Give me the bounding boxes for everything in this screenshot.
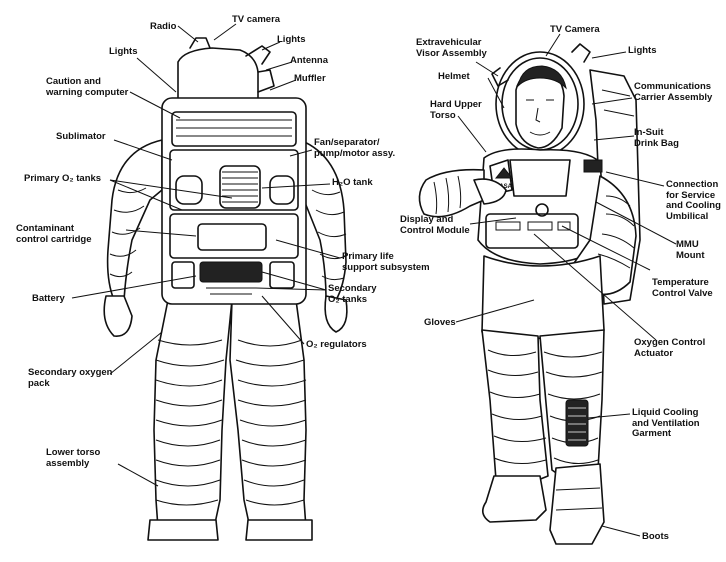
label-boots: Boots [642, 531, 669, 542]
label-fan-separator: Fan/separator/ pump/motor assy. [314, 137, 396, 159]
label-connection-umbilical: Connection for Service and Cooling Umbil… [666, 179, 721, 222]
label-oxygen-control-actuator: Oxygen Control Actuator [634, 337, 706, 359]
front-left-boot [549, 463, 605, 545]
label-temperature-control: Temperature Control Valve [652, 277, 713, 299]
rear-right-arm [299, 139, 347, 301]
label-helmet: Helmet [438, 71, 470, 82]
label-extravehicular-visor: Extravehicular Visor Assembly [416, 37, 487, 59]
front-right-boot [482, 475, 547, 523]
label-tv-camera: TV camera [232, 14, 281, 25]
label-mmu-mount: MMU Mount [676, 239, 705, 261]
label-muffler: Muffler [294, 73, 326, 84]
front-right-leg [481, 329, 549, 485]
rear-right-leg [229, 299, 307, 529]
front-view-leaders [455, 33, 677, 537]
rear-left-leg [153, 299, 233, 529]
label-sublimator: Sublimator [56, 131, 106, 142]
label-lights-right: Lights [277, 34, 306, 45]
label-lights-front: Lights [628, 45, 657, 56]
front-view-figure: NASA [418, 43, 641, 545]
label-battery: Battery [32, 293, 65, 304]
label-radio: Radio [150, 21, 177, 32]
rear-view-figure [103, 37, 348, 541]
label-secondary-oxygen-pack: Secondary oxygen pack [28, 367, 113, 389]
label-h2o-tank: H₂O tank [332, 177, 373, 188]
label-lower-torso: Lower torso assembly [46, 447, 101, 469]
label-contaminant-cartridge: Contaminant control cartridge [16, 223, 92, 245]
rear-left-arm [106, 139, 163, 301]
label-tv-camera-front: TV Camera [550, 24, 600, 35]
label-in-suit-drink-bag: In-Suit Drink Bag [634, 127, 679, 149]
cooling-garment-patch [565, 399, 589, 447]
rear-view-leaders [71, 23, 341, 487]
label-display-control-module: Display and Control Module [400, 214, 470, 236]
label-secondary-o2-tanks: Secondary O₂ tanks [328, 283, 377, 305]
label-caution-warning: Caution and warning computer [46, 76, 129, 98]
label-o2-regulators: O₂ regulators [306, 339, 367, 350]
label-liquid-cooling-garment: Liquid Cooling and Ventilation Garment [632, 407, 700, 439]
label-communications-carrier: Communications Carrier Assembly [634, 81, 713, 103]
label-primary-life-support: Primary life support subsystem [342, 251, 430, 273]
display-control-module [485, 213, 579, 249]
label-gloves: Gloves [424, 317, 456, 328]
label-hard-upper-torso: Hard Upper Torso [430, 99, 482, 121]
label-antenna: Antenna [290, 55, 328, 66]
label-primary-o2-tanks: Primary O₂ tanks [24, 173, 102, 184]
label-lights: Lights [109, 46, 138, 57]
